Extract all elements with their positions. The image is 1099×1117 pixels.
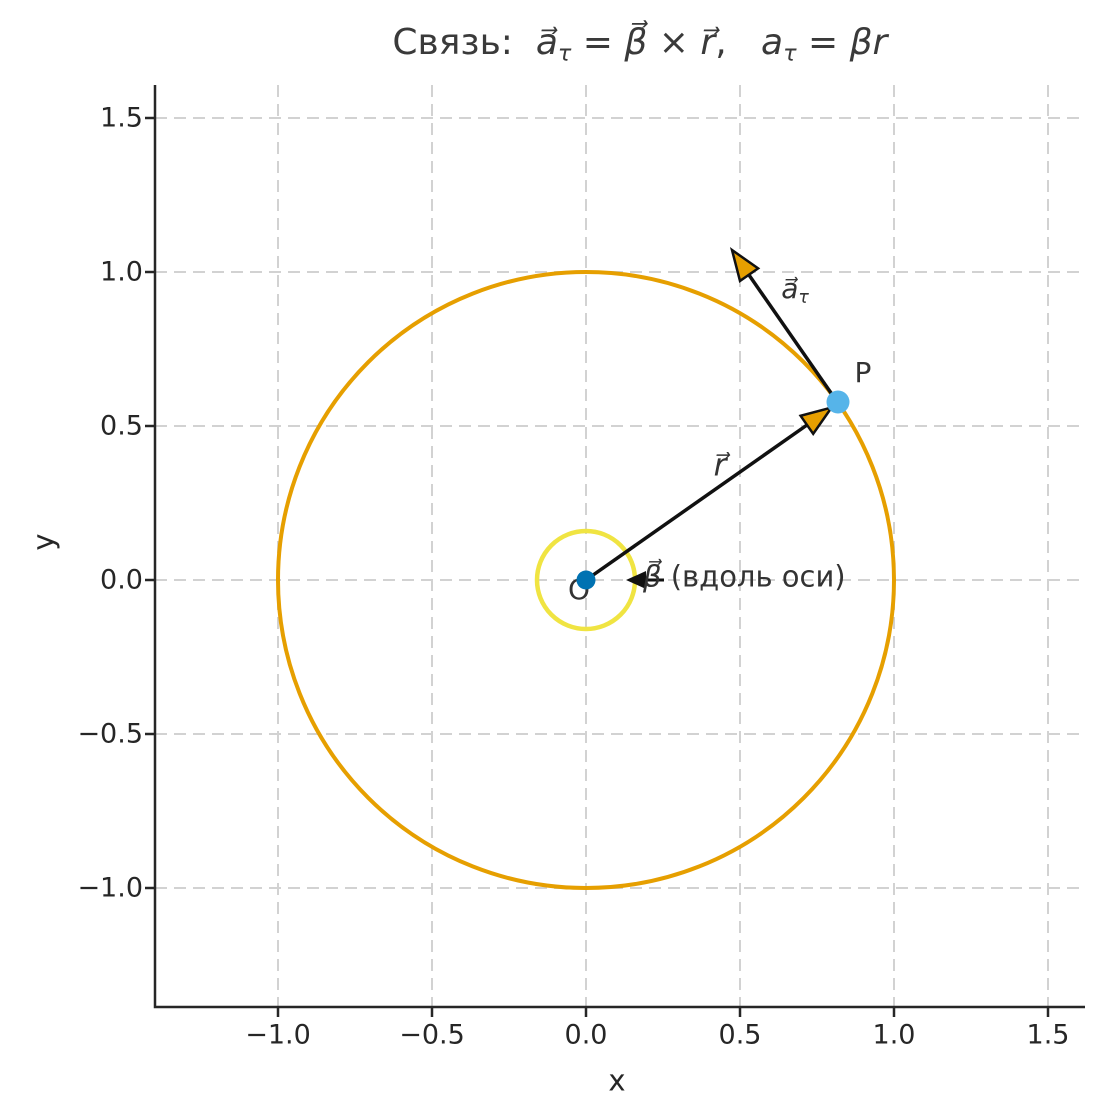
r-vector-label: r⃗ (713, 447, 727, 484)
title-a-scalar-sub: τ (783, 40, 797, 67)
a-tau-vector-arrowhead (729, 247, 761, 283)
plot-title: Связь: a⃗τ = β⃗ × r⃗, aτ = βr (347, 0, 888, 101)
a-tau-vector-label: a⃗τ (781, 271, 809, 308)
a-tau-label-base: a⃗ (781, 271, 799, 305)
a-tau-label-sub: τ (798, 287, 809, 308)
beta-arrow-label: β⃗ (вдоль оси) (643, 559, 846, 594)
title-a-tau-vec: a⃗ (535, 22, 558, 64)
x-axis-label: x (608, 1063, 626, 1098)
x-tick-label: 1.0 (872, 1019, 916, 1051)
title-beta-r: βr (849, 22, 888, 64)
y-axis-label: y (26, 533, 61, 551)
title-beta-vec: β⃗ (624, 22, 648, 64)
axes-spines (153, 85, 1085, 1009)
y-tick-label: −0.5 (77, 718, 143, 750)
x-tick-label: −1.0 (245, 1019, 311, 1051)
y-tick-label: 1.0 (100, 256, 143, 288)
beta-arrowhead (626, 571, 646, 589)
beta-label-text: (вдоль оси) (661, 559, 846, 594)
title-comma: , (715, 22, 762, 64)
x-tick-label: −0.5 (399, 1019, 465, 1051)
x-tick-label: 1.5 (1026, 1019, 1070, 1051)
point-P-marker (826, 390, 850, 414)
y-tick-label: −1.0 (77, 872, 143, 904)
title-a-tau-sub: τ (557, 40, 572, 67)
beta-arrow (626, 571, 664, 589)
title-cross: × (647, 22, 701, 64)
unit-circle (276, 270, 896, 890)
y-tick-label: 0.5 (100, 410, 143, 442)
title-equals2: = (796, 22, 850, 64)
title-r-vec: r⃗ (700, 22, 716, 64)
beta-label-symbol: β⃗ (643, 559, 662, 594)
r-vector-arrow (584, 405, 835, 582)
y-tick-label: 0.0 (100, 564, 143, 596)
r-vector-shaft (584, 423, 809, 582)
title-a-scalar: a (761, 22, 784, 64)
title-text: Связь: (392, 22, 536, 64)
y-tick-label: 1.5 (100, 102, 143, 134)
a-tau-vector-shaft (747, 274, 840, 404)
r-vector-arrowhead (798, 405, 835, 436)
origin-marker (576, 570, 596, 590)
x-tick-label: 0.0 (564, 1019, 608, 1051)
a-tau-vector-arrow (729, 247, 840, 404)
x-tick-label: 0.5 (718, 1019, 762, 1051)
point-P-label: P (854, 356, 872, 389)
title-equals: = (571, 22, 625, 64)
axis-ticks (145, 116, 1050, 1017)
